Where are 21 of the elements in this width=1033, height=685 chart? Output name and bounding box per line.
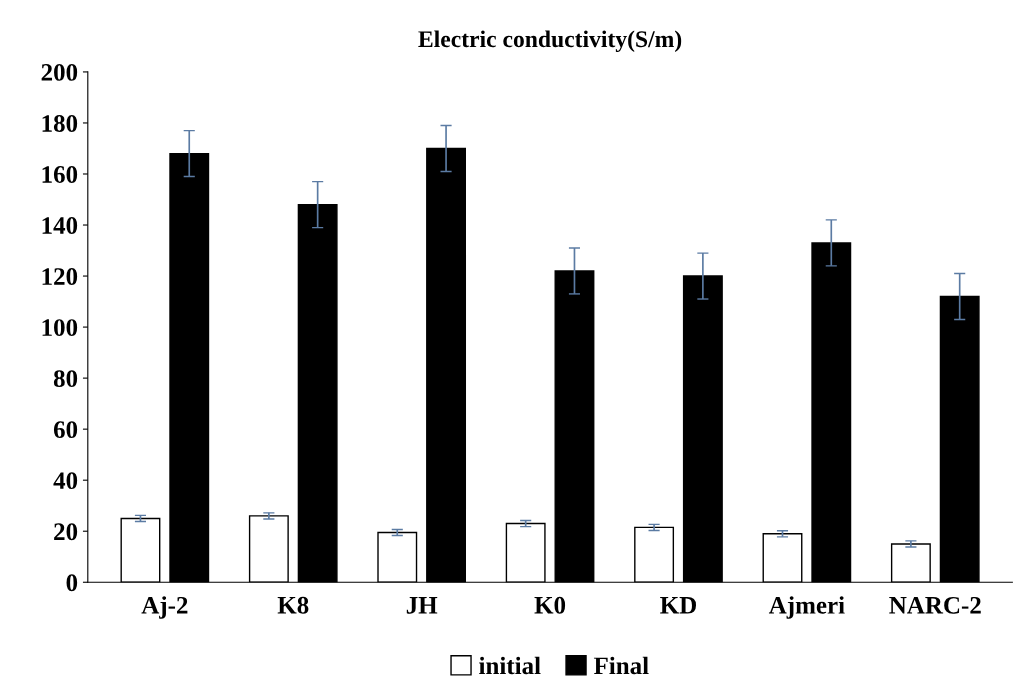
x-tick-label: JH: [406, 597, 438, 614]
y-tick-label: 180: [42, 115, 78, 132]
y-tick-label: 100: [42, 319, 78, 337]
y-tick-label: 0: [66, 574, 78, 592]
x-tick-label: Aj-2: [141, 596, 188, 619]
x-tick-label: Ajmeri: [768, 596, 845, 619]
x-tick-label: K8: [277, 596, 309, 614]
legend-label: Final: [593, 656, 649, 675]
y-tick-label: 200: [41, 63, 78, 81]
y-tick-label: 120: [42, 268, 78, 285]
y-tick-label: 20: [54, 523, 78, 541]
y-tick-label: 60: [53, 421, 78, 439]
legend-label: initial: [479, 656, 541, 675]
chart-title: Electric conductivity(S/m): [418, 30, 682, 53]
y-tick-label: 80: [53, 370, 78, 388]
x-tick-label: K0: [534, 596, 566, 614]
y-tick-label: 160: [42, 166, 78, 183]
x-tick-label: NARC-2: [889, 596, 981, 614]
x-tick-label: KD: [660, 597, 697, 614]
y-tick-label: 140: [42, 217, 78, 234]
y-tick-label: 40: [53, 472, 78, 490]
